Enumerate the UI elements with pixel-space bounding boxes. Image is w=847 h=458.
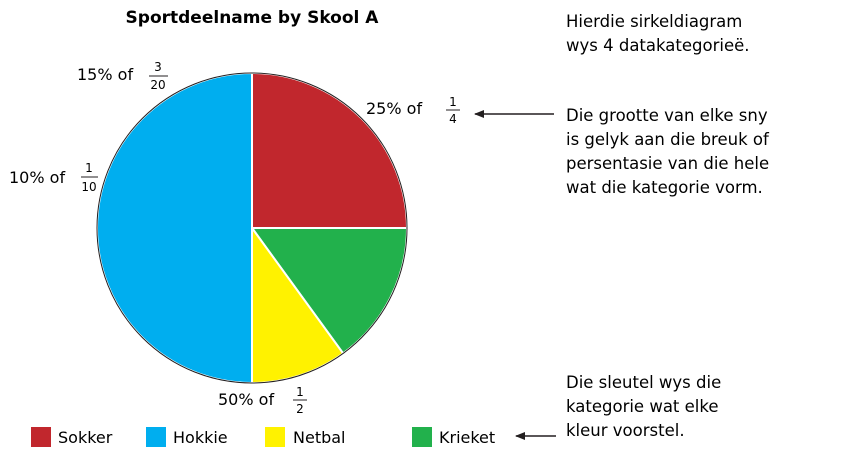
pie-slices	[96, 71, 409, 385]
note-line: is gelyk aan die breuk of	[566, 130, 770, 149]
slice-label-netbal-percent: 10% of	[9, 168, 65, 187]
legend-label-netbal: Netbal	[293, 428, 346, 447]
note-line: Hierdie sirkeldiagram	[566, 12, 742, 31]
slice-label-netbal: 10% of 1 10	[9, 161, 98, 194]
pie-outline	[96, 72, 408, 384]
legend-label-hokkie: Hokkie	[173, 428, 228, 447]
slice-label-krieket: 15% of 3 20	[77, 60, 168, 92]
legend-label-sokker: Sokker	[58, 428, 113, 447]
slice-label-krieket-numerator: 3	[154, 60, 162, 74]
legend-swatch-sokker	[31, 427, 51, 447]
legend-item-hokkie: Hokkie	[146, 427, 228, 447]
legend-swatch-netbal	[265, 427, 285, 447]
slice-label-krieket-percent: 15% of	[77, 65, 133, 84]
chart-title: Sportdeelname by Skool A	[126, 8, 380, 28]
slice-label-hokkie-denominator: 2	[296, 402, 304, 416]
legend-item-krieket: Krieket	[412, 427, 495, 447]
legend-swatch-krieket	[412, 427, 432, 447]
legend: Sokker Hokkie Netbal Krieket	[31, 427, 495, 447]
legend-item-netbal: Netbal	[265, 427, 346, 447]
annotation-chart-description: Hierdie sirkeldiagram wys 4 datakategori…	[566, 12, 750, 55]
annotation-slice-size: Die grootte van elke sny is gelyk aan di…	[566, 106, 770, 197]
legend-item-sokker: Sokker	[31, 427, 113, 447]
slice-label-krieket-denominator: 20	[150, 78, 165, 92]
slice-label-hokkie-numerator: 1	[296, 385, 304, 399]
note-line: Die grootte van elke sny	[566, 106, 768, 125]
slice-label-hokkie-percent: 50% of	[218, 390, 274, 409]
slice-label-netbal-numerator: 1	[85, 161, 93, 175]
slice-label-netbal-denominator: 10	[81, 180, 96, 194]
pie-slice-sokker	[251, 71, 409, 229]
note-line: Die sleutel wys die	[566, 373, 721, 392]
slice-label-sokker-numerator: 1	[449, 95, 457, 109]
legend-label-krieket: Krieket	[439, 428, 495, 447]
slice-label-sokker-denominator: 4	[449, 112, 457, 126]
note-line: wat die kategorie vorm.	[566, 178, 763, 197]
legend-swatch-hokkie	[146, 427, 166, 447]
note-line: kleur voorstel.	[566, 421, 685, 440]
note-line: wys 4 datakategorieë.	[566, 36, 750, 55]
slice-label-hokkie: 50% of 1 2	[218, 385, 307, 416]
annotation-legend-description: Die sleutel wys die kategorie wat elke k…	[566, 373, 721, 440]
note-line: kategorie wat elke	[566, 397, 719, 416]
slice-label-sokker: 25% of 1 4	[366, 95, 460, 126]
note-line: persentasie van die hele	[566, 154, 769, 173]
slice-label-sokker-percent: 25% of	[366, 99, 422, 118]
pie-slice-hokkie	[96, 71, 253, 385]
